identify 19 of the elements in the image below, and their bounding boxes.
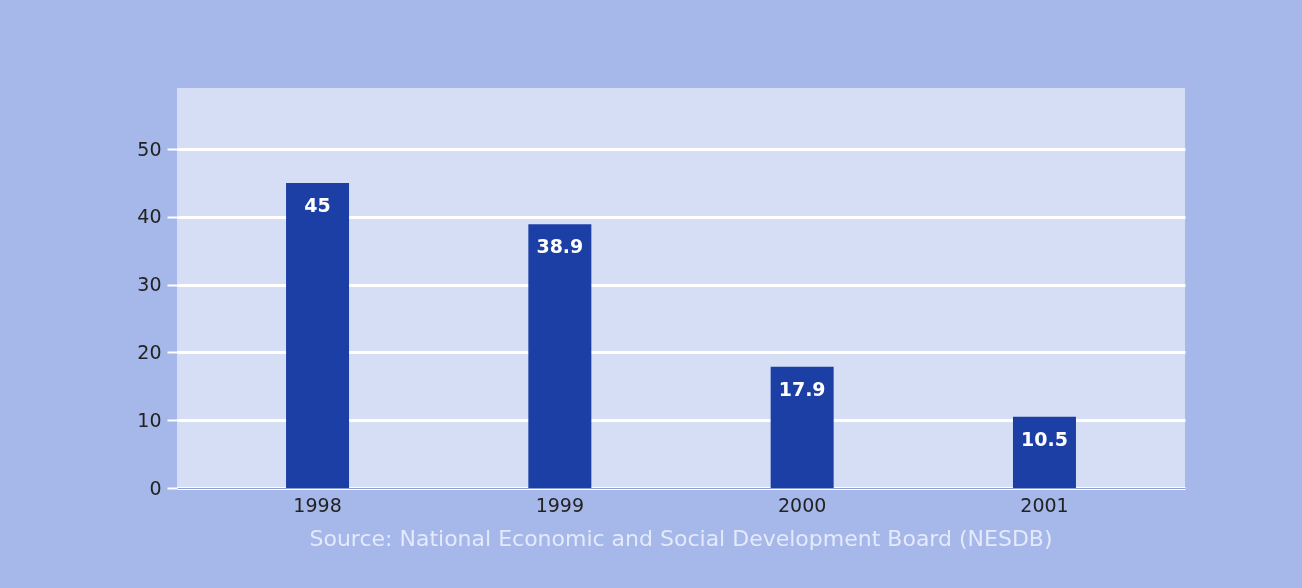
y-tick-label: 40 [137,205,162,228]
x-tick-label: 1998 [293,493,342,516]
y-tick-label: 0 [149,476,162,499]
data-label: 38.9 [536,235,584,258]
data-label: 17.9 [778,377,826,400]
x-tick-label: 2001 [1020,493,1069,516]
source-note: Source: National Economic and Social Development Board (NESDB) [309,526,1053,551]
data-label: 45 [304,193,331,216]
y-tick-label: 20 [137,340,162,363]
bar [286,182,350,488]
x-tick-label: 2000 [777,493,827,516]
x-tick-label: 1999 [535,493,585,516]
bar [528,224,592,488]
y-tick-label: 10 [137,408,162,431]
y-tick-label: 50 [137,137,162,160]
bar [770,366,834,488]
bar [1012,416,1076,488]
data-label: 10.5 [1021,427,1068,450]
y-tick-label: 30 [137,273,162,296]
